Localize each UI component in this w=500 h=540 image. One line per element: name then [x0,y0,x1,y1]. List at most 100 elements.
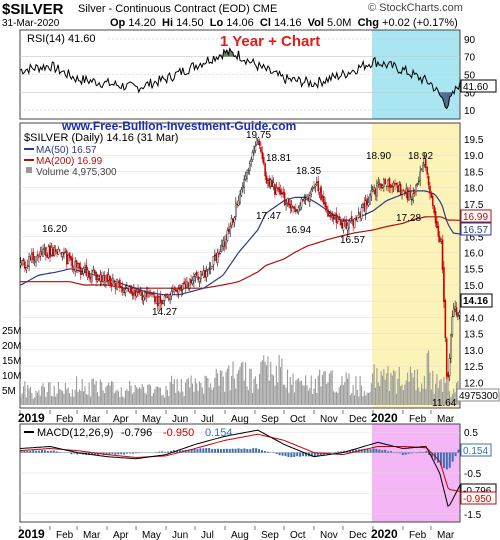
candle-body [198,277,201,282]
candle-body [247,169,250,171]
candle-body [251,152,254,160]
macd-hist-tag: 0.154 [463,446,488,457]
cl-label: Cl [259,17,271,29]
volume-bar [383,368,385,405]
volume-bar [55,396,57,405]
candle-body [188,278,191,289]
macd-hist-bar [240,448,243,453]
annot-18-90: 18.90 [366,151,391,162]
macd-hist-bar [378,449,381,453]
candle-body [114,283,117,289]
macd-panel: 0.5-0.5-1.0-1.5 MACD(12,26,9) -0.796 -0.… [19,423,497,523]
macd-hist-bar [175,450,178,453]
candle-body [373,187,375,191]
candle-body [232,218,234,223]
candle-body [131,291,134,296]
volume-bar [115,391,117,405]
rsi-tick-label: 70 [464,53,476,64]
candle-body [128,286,131,292]
candle-body [310,189,313,195]
volume-bar [330,371,332,405]
candle-body [440,239,442,242]
volume-bar [62,391,64,405]
candle-body [300,198,303,208]
candle-body [362,204,364,208]
candle-body [138,290,141,294]
macd-hist-bar [451,452,454,462]
candle-body [457,315,459,318]
volume-bar [317,375,319,405]
volume-bar [252,392,254,405]
candle-body [82,268,85,274]
volume-bar [239,366,241,405]
candle-body [120,285,123,288]
candle-body [250,159,252,162]
volume-bar [377,382,379,405]
volume-bar [84,386,86,405]
volume-bar [98,396,100,405]
macd-hist-bar [266,451,269,453]
macd-hist-bar [93,452,96,455]
volume-bar [278,355,280,405]
candle-body [438,235,441,242]
candle-body [412,193,415,201]
date-label: Aug [231,414,249,425]
stockcharts-brand[interactable]: © StockCharts.com [368,2,463,14]
volume-tick-label: 15M [2,356,21,367]
candle-body [397,185,399,193]
candle-body [426,166,428,175]
price-tick-label: 12.5 [464,362,484,373]
candle-body [112,278,114,285]
volume-bar [394,371,396,405]
candle-body [141,291,144,301]
macd-hist-bar [296,452,299,457]
volume-bar [305,375,307,405]
candle-body [416,183,419,185]
candle-body [405,188,408,193]
volume-bar [89,396,92,405]
candle-body [264,163,266,177]
macd-hist-bar [390,451,393,453]
volume-bar [137,388,139,405]
candle-body [399,183,402,195]
date-label: Jun [172,414,188,425]
candle-body [343,220,346,222]
candle-body [191,280,194,284]
date-axis-bottom: 2019 Feb Mar Apr May Jun Jul Aug Sep Oct Nov Dec 202… [18,526,455,540]
volume-bar [171,375,173,405]
date-label: Oct [290,414,306,425]
candle-body [126,287,128,289]
chg-label: Chg [357,17,379,29]
candle-body [201,273,204,276]
volume-bar [267,356,269,405]
candle-body [35,256,37,263]
candle-body [369,194,371,205]
macd-hist-bar [129,452,131,454]
volume-bar [119,397,121,405]
volume-bar [429,372,431,405]
volume-bar [34,397,36,405]
volume-bar [397,378,399,405]
candle-body [289,203,292,209]
volume-bar [25,397,27,405]
candle-body [384,179,387,185]
candle-body [75,260,78,267]
rsi-current-tag: 41.60 [463,82,488,93]
candle-body [163,295,166,301]
candle-body [214,254,216,256]
candle-body [311,187,314,189]
candle-body [402,189,405,191]
date-label: Feb [409,414,427,425]
volume-bar [94,384,96,405]
candle-body [349,218,352,221]
volume-bar [231,375,233,405]
macd-hist-bar [23,450,26,453]
symbol-title: $SILVER [2,1,64,18]
candle-body [258,140,261,146]
candle-body [32,251,35,261]
candle-body [272,182,275,187]
volume-bar [105,386,107,405]
candle-body [156,294,159,307]
volume-bar [24,381,26,405]
volume-bar [76,376,78,405]
